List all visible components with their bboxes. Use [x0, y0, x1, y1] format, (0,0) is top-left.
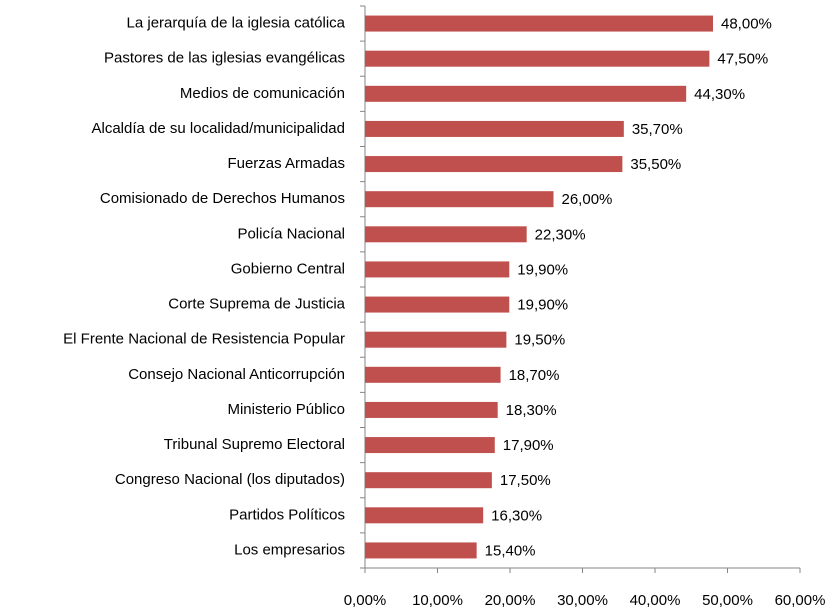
- y-tick-label: Gobierno Central: [231, 260, 345, 277]
- y-tick-label: Medios de comunicación: [180, 85, 345, 102]
- bar: [365, 366, 501, 383]
- bar: [365, 50, 710, 67]
- value-label: 15,40%: [485, 542, 536, 559]
- value-label: 22,30%: [535, 226, 586, 243]
- y-tick-label: Alcaldía de su localidad/municipalidad: [92, 120, 346, 137]
- y-tick-label: Comisionado de Derechos Humanos: [100, 190, 345, 207]
- y-tick-label: Congreso Nacional (los diputados): [115, 471, 345, 488]
- y-tick-label: Policía Nacional: [237, 225, 345, 242]
- bar: [365, 401, 498, 418]
- x-tick-label: 20,00%: [485, 592, 536, 609]
- y-tick-label: Corte Suprema de Justicia: [168, 296, 345, 313]
- value-label: 16,30%: [491, 507, 542, 524]
- bar: [365, 331, 507, 348]
- value-label: 44,30%: [694, 86, 745, 103]
- value-label: 26,00%: [562, 191, 613, 208]
- value-label: 35,70%: [632, 121, 683, 138]
- bar: [365, 472, 492, 489]
- bar: [365, 85, 687, 102]
- value-label: 18,30%: [506, 402, 557, 419]
- bar: [365, 226, 527, 243]
- bar: [365, 156, 623, 173]
- value-label: 17,90%: [503, 437, 554, 454]
- y-tick-label: Tribunal Supremo Electoral: [164, 436, 345, 453]
- bar: [365, 437, 495, 454]
- y-tick-label: El Frente Nacional de Resistencia Popula…: [63, 331, 345, 348]
- x-tick-label: 10,00%: [412, 592, 463, 609]
- value-label: 19,90%: [517, 261, 568, 278]
- x-tick-label: 30,00%: [557, 592, 608, 609]
- value-label: 47,50%: [717, 51, 768, 68]
- x-tick-label: 40,00%: [630, 592, 681, 609]
- value-label: 19,50%: [514, 332, 565, 349]
- bar: [365, 191, 554, 208]
- bar: [365, 296, 510, 313]
- y-tick-label: Ministerio Público: [227, 401, 345, 418]
- bar: [365, 507, 484, 524]
- y-tick-label: La jerarquía de la iglesia católica: [127, 15, 346, 32]
- bar: [365, 15, 713, 32]
- x-tick-label: 60,00%: [775, 592, 826, 609]
- value-label: 19,90%: [517, 297, 568, 314]
- value-label: 17,50%: [500, 472, 551, 489]
- y-tick-label: Fuerzas Armadas: [227, 155, 345, 172]
- y-tick-label: Partidos Políticos: [229, 506, 345, 523]
- value-label: 18,70%: [509, 367, 560, 384]
- y-tick-label: Pastores de las iglesias evangélicas: [104, 50, 345, 67]
- value-label: 48,00%: [721, 16, 772, 33]
- bar: [365, 120, 624, 137]
- x-tick-label: 50,00%: [702, 592, 753, 609]
- value-label: 35,50%: [630, 156, 681, 173]
- bar: [365, 542, 477, 559]
- y-tick-label: Los empresarios: [234, 541, 345, 558]
- y-tick-label: Consejo Nacional Anticorrupción: [128, 366, 345, 383]
- x-tick-label: 0,00%: [344, 592, 387, 609]
- bar: [365, 261, 510, 278]
